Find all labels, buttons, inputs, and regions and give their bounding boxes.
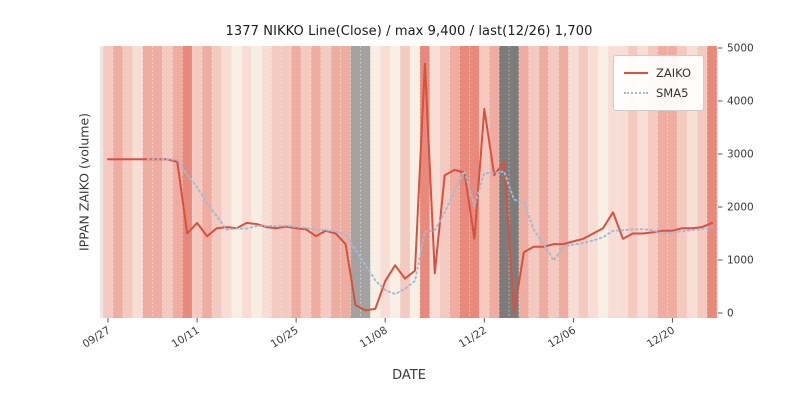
x-tick-label: 09/27	[81, 324, 113, 350]
legend-item-zaiko: ZAIKO	[624, 63, 691, 83]
x-tick-label: 10/25	[269, 324, 301, 350]
x-tick-label: 11/22	[457, 324, 489, 350]
y-axis-right: 0 1000 2000 3000 4000 5000	[718, 43, 754, 320]
y-tick-label: 4000	[727, 96, 754, 108]
y-tick-label: 3000	[727, 149, 754, 161]
x-axis-bottom: 09/27 10/11 10/25 11/08 11/22 12/06 12/20	[81, 318, 677, 351]
x-tick-label: 12/20	[645, 324, 677, 350]
y-tick-label: 1000	[727, 255, 754, 267]
x-axis-label: DATE	[392, 368, 426, 383]
zaiko-line-sample	[624, 72, 648, 74]
zaiko-line	[107, 62, 713, 314]
sma5-line-sample	[624, 92, 648, 94]
sma5-line	[146, 158, 713, 296]
legend-label-zaiko: ZAIKO	[656, 66, 692, 80]
x-tick-label: 12/06	[546, 324, 578, 350]
y-tick-label: 2000	[727, 202, 754, 214]
y-axis-label: IPPAN ZAIKO (volume)	[76, 112, 92, 252]
y-tick-label: 5000	[727, 43, 754, 55]
chart-title: 1377 NIKKO Line(Close) / max 9,400 / las…	[225, 24, 593, 39]
day-gridlines	[102, 46, 718, 318]
y-tick-label: 0	[727, 308, 734, 320]
legend-item-sma5: SMA5	[624, 83, 691, 103]
legend: ZAIKO SMA5	[613, 55, 705, 111]
x-tick-label: 10/11	[170, 324, 202, 350]
legend-label-sma5: SMA5	[656, 86, 689, 100]
x-tick-label: 11/08	[358, 324, 390, 350]
